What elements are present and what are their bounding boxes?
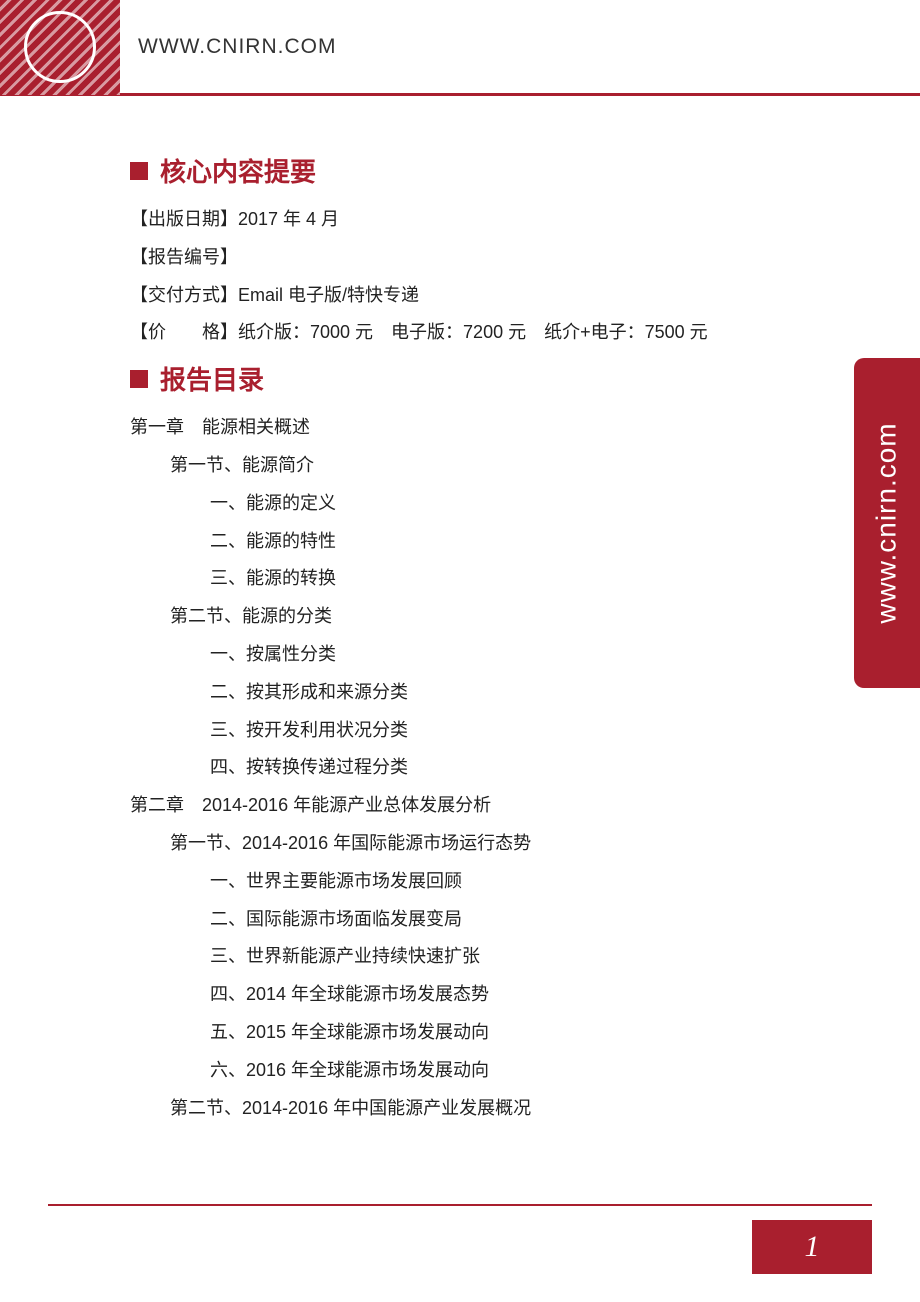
page-number: 1	[805, 1230, 820, 1264]
meta-publish-date: 【出版日期】2017 年 4 月	[130, 201, 850, 239]
toc-item: 第一节、2014-2016 年国际能源市场运行态势	[130, 825, 850, 863]
toc-title: 报告目录	[160, 360, 264, 397]
toc-item: 三、世界新能源产业持续快速扩张	[130, 938, 850, 976]
summary-heading: 核心内容提要	[130, 152, 850, 189]
content-area: 核心内容提要 【出版日期】2017 年 4 月 【报告编号】 【交付方式】Ema…	[0, 96, 920, 1127]
toc-item: 三、能源的转换	[130, 560, 850, 598]
header-bar: WWW.CNIRN.COM	[0, 0, 920, 96]
toc-item: 二、按其形成和来源分类	[130, 674, 850, 712]
side-tab-label: www.cnirn.com	[871, 422, 903, 623]
toc-item: 一、能源的定义	[130, 485, 850, 523]
toc-item: 第一节、能源简介	[130, 447, 850, 485]
footer-rule	[48, 1204, 872, 1206]
toc-item: 第二节、能源的分类	[130, 598, 850, 636]
toc-item: 二、国际能源市场面临发展变局	[130, 901, 850, 939]
toc-item: 第二章 2014-2016 年能源产业总体发展分析	[130, 787, 850, 825]
toc-item: 一、按属性分类	[130, 636, 850, 674]
side-tab: www.cnirn.com	[854, 358, 920, 688]
toc-item: 第二节、2014-2016 年中国能源产业发展概况	[130, 1090, 850, 1128]
toc-item: 二、能源的特性	[130, 523, 850, 561]
toc-item: 第一章 能源相关概述	[130, 409, 850, 447]
bullet-square-icon	[130, 370, 148, 388]
meta-delivery: 【交付方式】Email 电子版/特快专递	[130, 277, 850, 315]
summary-title: 核心内容提要	[160, 152, 316, 189]
toc-item: 四、2014 年全球能源市场发展态势	[130, 976, 850, 1014]
toc-list: 第一章 能源相关概述 第一节、能源简介 一、能源的定义 二、能源的特性 三、能源…	[130, 409, 850, 1127]
meta-price: 【价 格】纸介版：7000 元 电子版：7200 元 纸介+电子：7500 元	[130, 314, 850, 352]
toc-item: 六、2016 年全球能源市场发展动向	[130, 1052, 850, 1090]
toc-item: 五、2015 年全球能源市场发展动向	[130, 1014, 850, 1052]
toc-item: 四、按转换传递过程分类	[130, 749, 850, 787]
header-url: WWW.CNIRN.COM	[138, 35, 336, 59]
page-number-badge: 1	[752, 1220, 872, 1274]
toc-heading: 报告目录	[130, 360, 850, 397]
toc-item: 一、世界主要能源市场发展回顾	[130, 863, 850, 901]
bullet-square-icon	[130, 162, 148, 180]
meta-report-id: 【报告编号】	[130, 239, 850, 277]
toc-item: 三、按开发利用状况分类	[130, 712, 850, 750]
logo-icon	[0, 0, 120, 95]
